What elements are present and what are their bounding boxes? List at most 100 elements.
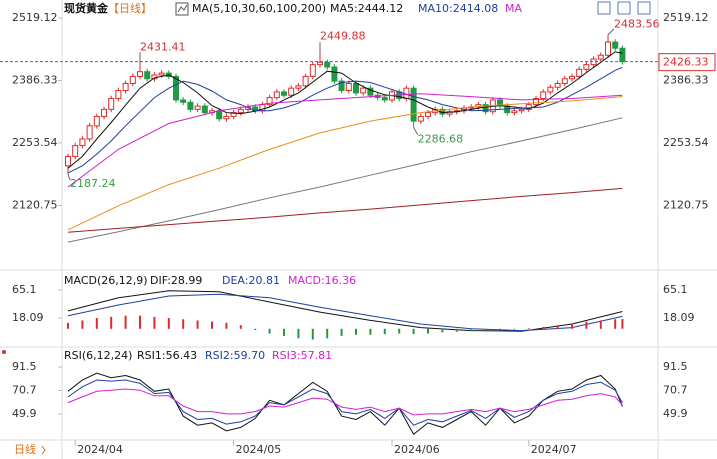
- candle: [194, 103, 201, 113]
- candle: [180, 97, 187, 106]
- y-tick-label: 91.5: [12, 360, 37, 373]
- candle-body: [353, 82, 359, 94]
- macd-bar: [599, 320, 602, 329]
- y-tick-label-right: 2519.12: [663, 11, 709, 24]
- candle-body: [187, 101, 194, 110]
- macd-bar: [542, 326, 545, 329]
- candle-body: [86, 125, 93, 140]
- candle-body: [101, 108, 107, 117]
- period-tab[interactable]: 日线: [14, 442, 36, 456]
- candle: [345, 80, 352, 94]
- candle-body: [345, 82, 352, 92]
- macd-bar: [139, 315, 141, 329]
- candle-body: [338, 80, 345, 92]
- candle: [266, 94, 273, 108]
- legend-entry: DIF:28.99: [150, 274, 202, 287]
- candle: [137, 59, 143, 80]
- macd-bar: [81, 320, 84, 329]
- indicator-label: MA(5,10,30,60,100,200): [192, 2, 326, 15]
- candle: [547, 84, 554, 95]
- candle-body: [547, 86, 554, 93]
- extreme-label: 2483.56: [614, 18, 660, 31]
- candle-body: [425, 112, 431, 117]
- candle-body: [223, 115, 230, 120]
- extreme-label: 2449.88: [320, 30, 366, 43]
- tool-icon[interactable]: [597, 1, 611, 15]
- y-tick-label: 2253.54: [12, 136, 58, 149]
- candle-body: [237, 108, 244, 114]
- macd-bar: [182, 319, 185, 329]
- y-tick-label: 2386.33: [12, 73, 58, 86]
- indicator-line: [67, 293, 623, 332]
- tool-icon[interactable]: [637, 1, 651, 15]
- candle-body: [266, 97, 273, 106]
- macd-bar: [441, 328, 444, 333]
- macd-bar: [484, 328, 487, 331]
- candle: [569, 73, 575, 82]
- candle-body: [173, 75, 179, 101]
- candle: [533, 95, 539, 108]
- macd-bar: [470, 328, 473, 332]
- candle: [309, 61, 316, 80]
- candle-body: [194, 105, 201, 110]
- annotation-leader: [607, 28, 615, 36]
- tab-chevron[interactable]: [41, 445, 46, 455]
- last-price-box: [658, 53, 716, 72]
- candle: [561, 75, 568, 87]
- indicator-line: [67, 388, 623, 416]
- candle-body: [324, 61, 331, 68]
- candle: [338, 78, 345, 94]
- indicator-line: [67, 51, 623, 169]
- chart-title: 现货黄金: [64, 1, 109, 15]
- candle-body: [331, 66, 338, 82]
- candle-body: [367, 87, 374, 96]
- indicator-line: [67, 66, 623, 174]
- x-tick-label: 2024/04: [77, 443, 123, 456]
- macd-bar: [254, 328, 257, 330]
- candle-body: [288, 87, 295, 96]
- x-tick-label: 2024/07: [531, 443, 577, 456]
- macd-bar: [355, 328, 357, 335]
- macd-bar: [196, 320, 199, 329]
- candle-body: [619, 47, 626, 63]
- indicator-line: [67, 93, 623, 188]
- candle-body: [410, 87, 417, 122]
- candle-body: [381, 97, 388, 101]
- candle-body: [360, 87, 367, 94]
- period-label[interactable]: 【日线】: [108, 1, 152, 15]
- extreme-label: 2431.41: [140, 40, 186, 53]
- y-tick-label-right: 2253.54: [663, 136, 709, 149]
- macd-bar: [153, 316, 156, 329]
- candle: [417, 113, 424, 124]
- candle-body: [569, 75, 575, 80]
- macd-bar: [167, 318, 170, 329]
- macd-bar: [225, 322, 228, 329]
- legend-entry: MACD:16.36: [288, 274, 356, 287]
- candle: [554, 80, 561, 91]
- candle: [79, 136, 86, 149]
- candle-body: [295, 85, 302, 89]
- last-price-label: 2426.33: [663, 56, 709, 69]
- candle: [367, 85, 374, 99]
- macd-bar: [455, 328, 458, 332]
- candle: [597, 52, 604, 62]
- macd-bar: [239, 325, 242, 329]
- candle-body: [122, 82, 129, 92]
- x-tick-label: 2024/05: [236, 443, 282, 456]
- candle: [129, 73, 136, 87]
- tool-icon[interactable]: [617, 1, 631, 15]
- indicator-icon[interactable]: [175, 2, 189, 16]
- y-tick-label: 65.1: [12, 283, 37, 296]
- legend-entry: MA5:2444.12: [330, 2, 403, 15]
- candle-body: [72, 145, 79, 157]
- candle-body: [511, 110, 518, 114]
- candle: [187, 99, 194, 113]
- candle: [295, 82, 302, 91]
- macd-bar: [398, 328, 401, 334]
- macd-bar: [621, 319, 624, 329]
- macd-bar: [369, 328, 372, 335]
- y-tick-label-right: 2120.75: [663, 198, 709, 211]
- candle-body: [302, 75, 309, 87]
- y-tick-label-right: 18.09: [663, 311, 695, 324]
